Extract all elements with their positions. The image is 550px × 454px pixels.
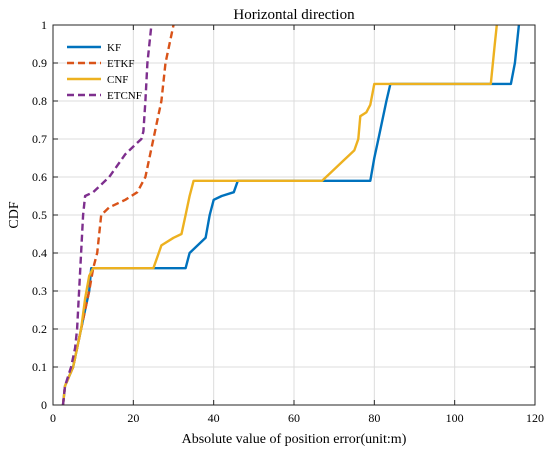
legend-label-cnf: CNF [107, 74, 128, 86]
y-tick-label: 0.2 [32, 322, 47, 336]
legend-label-etcnf: ETCNF [107, 90, 142, 102]
axis-ticks: 0 20 40 60 80 100 120 0 0.1 0.2 0.3 0.4 0.5 0.6 0.7 0.8… [32, 18, 544, 425]
x-tick-label: 60 [288, 411, 300, 425]
x-tick-label: 80 [368, 411, 380, 425]
y-tick-label: 1 [41, 18, 47, 32]
y-tick-label: 0.6 [32, 170, 47, 184]
y-axis-title: CDF [7, 201, 22, 228]
series-lines [61, 24, 521, 406]
y-tick-label: 0.7 [32, 132, 47, 146]
y-tick-label: 0.9 [32, 56, 47, 70]
y-tick-label: 0 [41, 398, 47, 412]
grid [53, 25, 535, 405]
y-tick-label: 0.8 [32, 94, 47, 108]
legend-label-kf: KF [107, 42, 121, 54]
series-line-cnf [61, 24, 498, 406]
x-tick-label: 0 [50, 411, 56, 425]
y-tick-label: 0.3 [32, 284, 47, 298]
legend: KF ETKF CNF ETCNF [67, 42, 142, 102]
series-line-etkf [61, 24, 175, 406]
x-tick-label: 20 [127, 411, 139, 425]
legend-label-etkf: ETKF [107, 58, 135, 70]
x-tick-label: 120 [526, 411, 544, 425]
y-tick-label: 0.1 [32, 360, 47, 374]
x-tick-label: 40 [208, 411, 220, 425]
x-tick-label: 100 [446, 411, 464, 425]
series-line-etcnf [61, 24, 153, 406]
y-tick-label: 0.4 [32, 246, 47, 260]
y-tick-label: 0.5 [32, 208, 47, 222]
x-axis-title: Absolute value of position error(unit:m) [182, 432, 407, 447]
chart-title: Horizontal direction [233, 7, 355, 23]
